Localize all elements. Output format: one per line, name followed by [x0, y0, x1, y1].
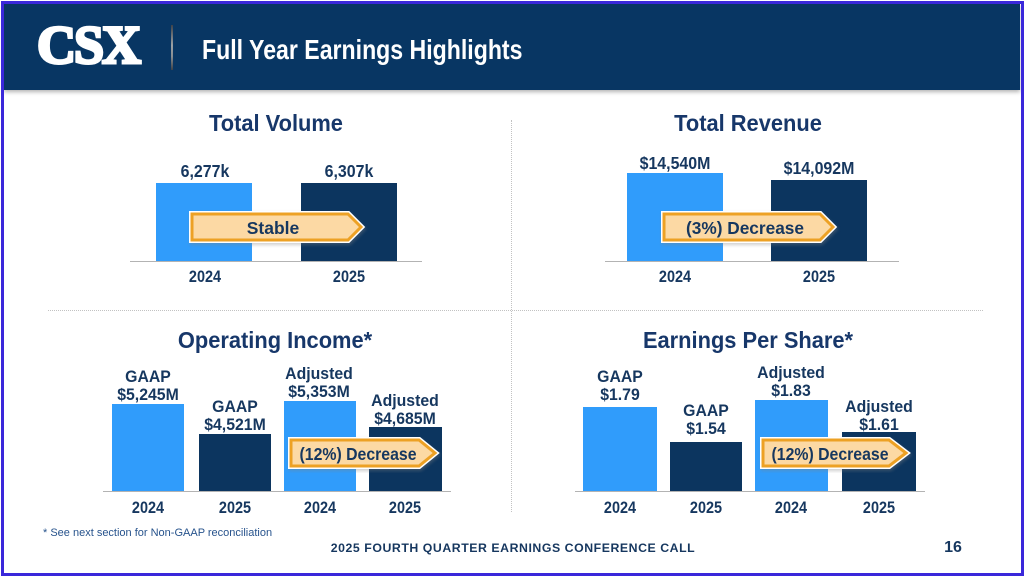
svg-text:(3%) Decrease: (3%) Decrease — [686, 218, 804, 238]
svg-text:Stable: Stable — [247, 218, 300, 238]
svg-text:(12%) Decrease: (12%) Decrease — [300, 444, 417, 464]
svg-text:(12%) Decrease: (12%) Decrease — [772, 444, 889, 464]
